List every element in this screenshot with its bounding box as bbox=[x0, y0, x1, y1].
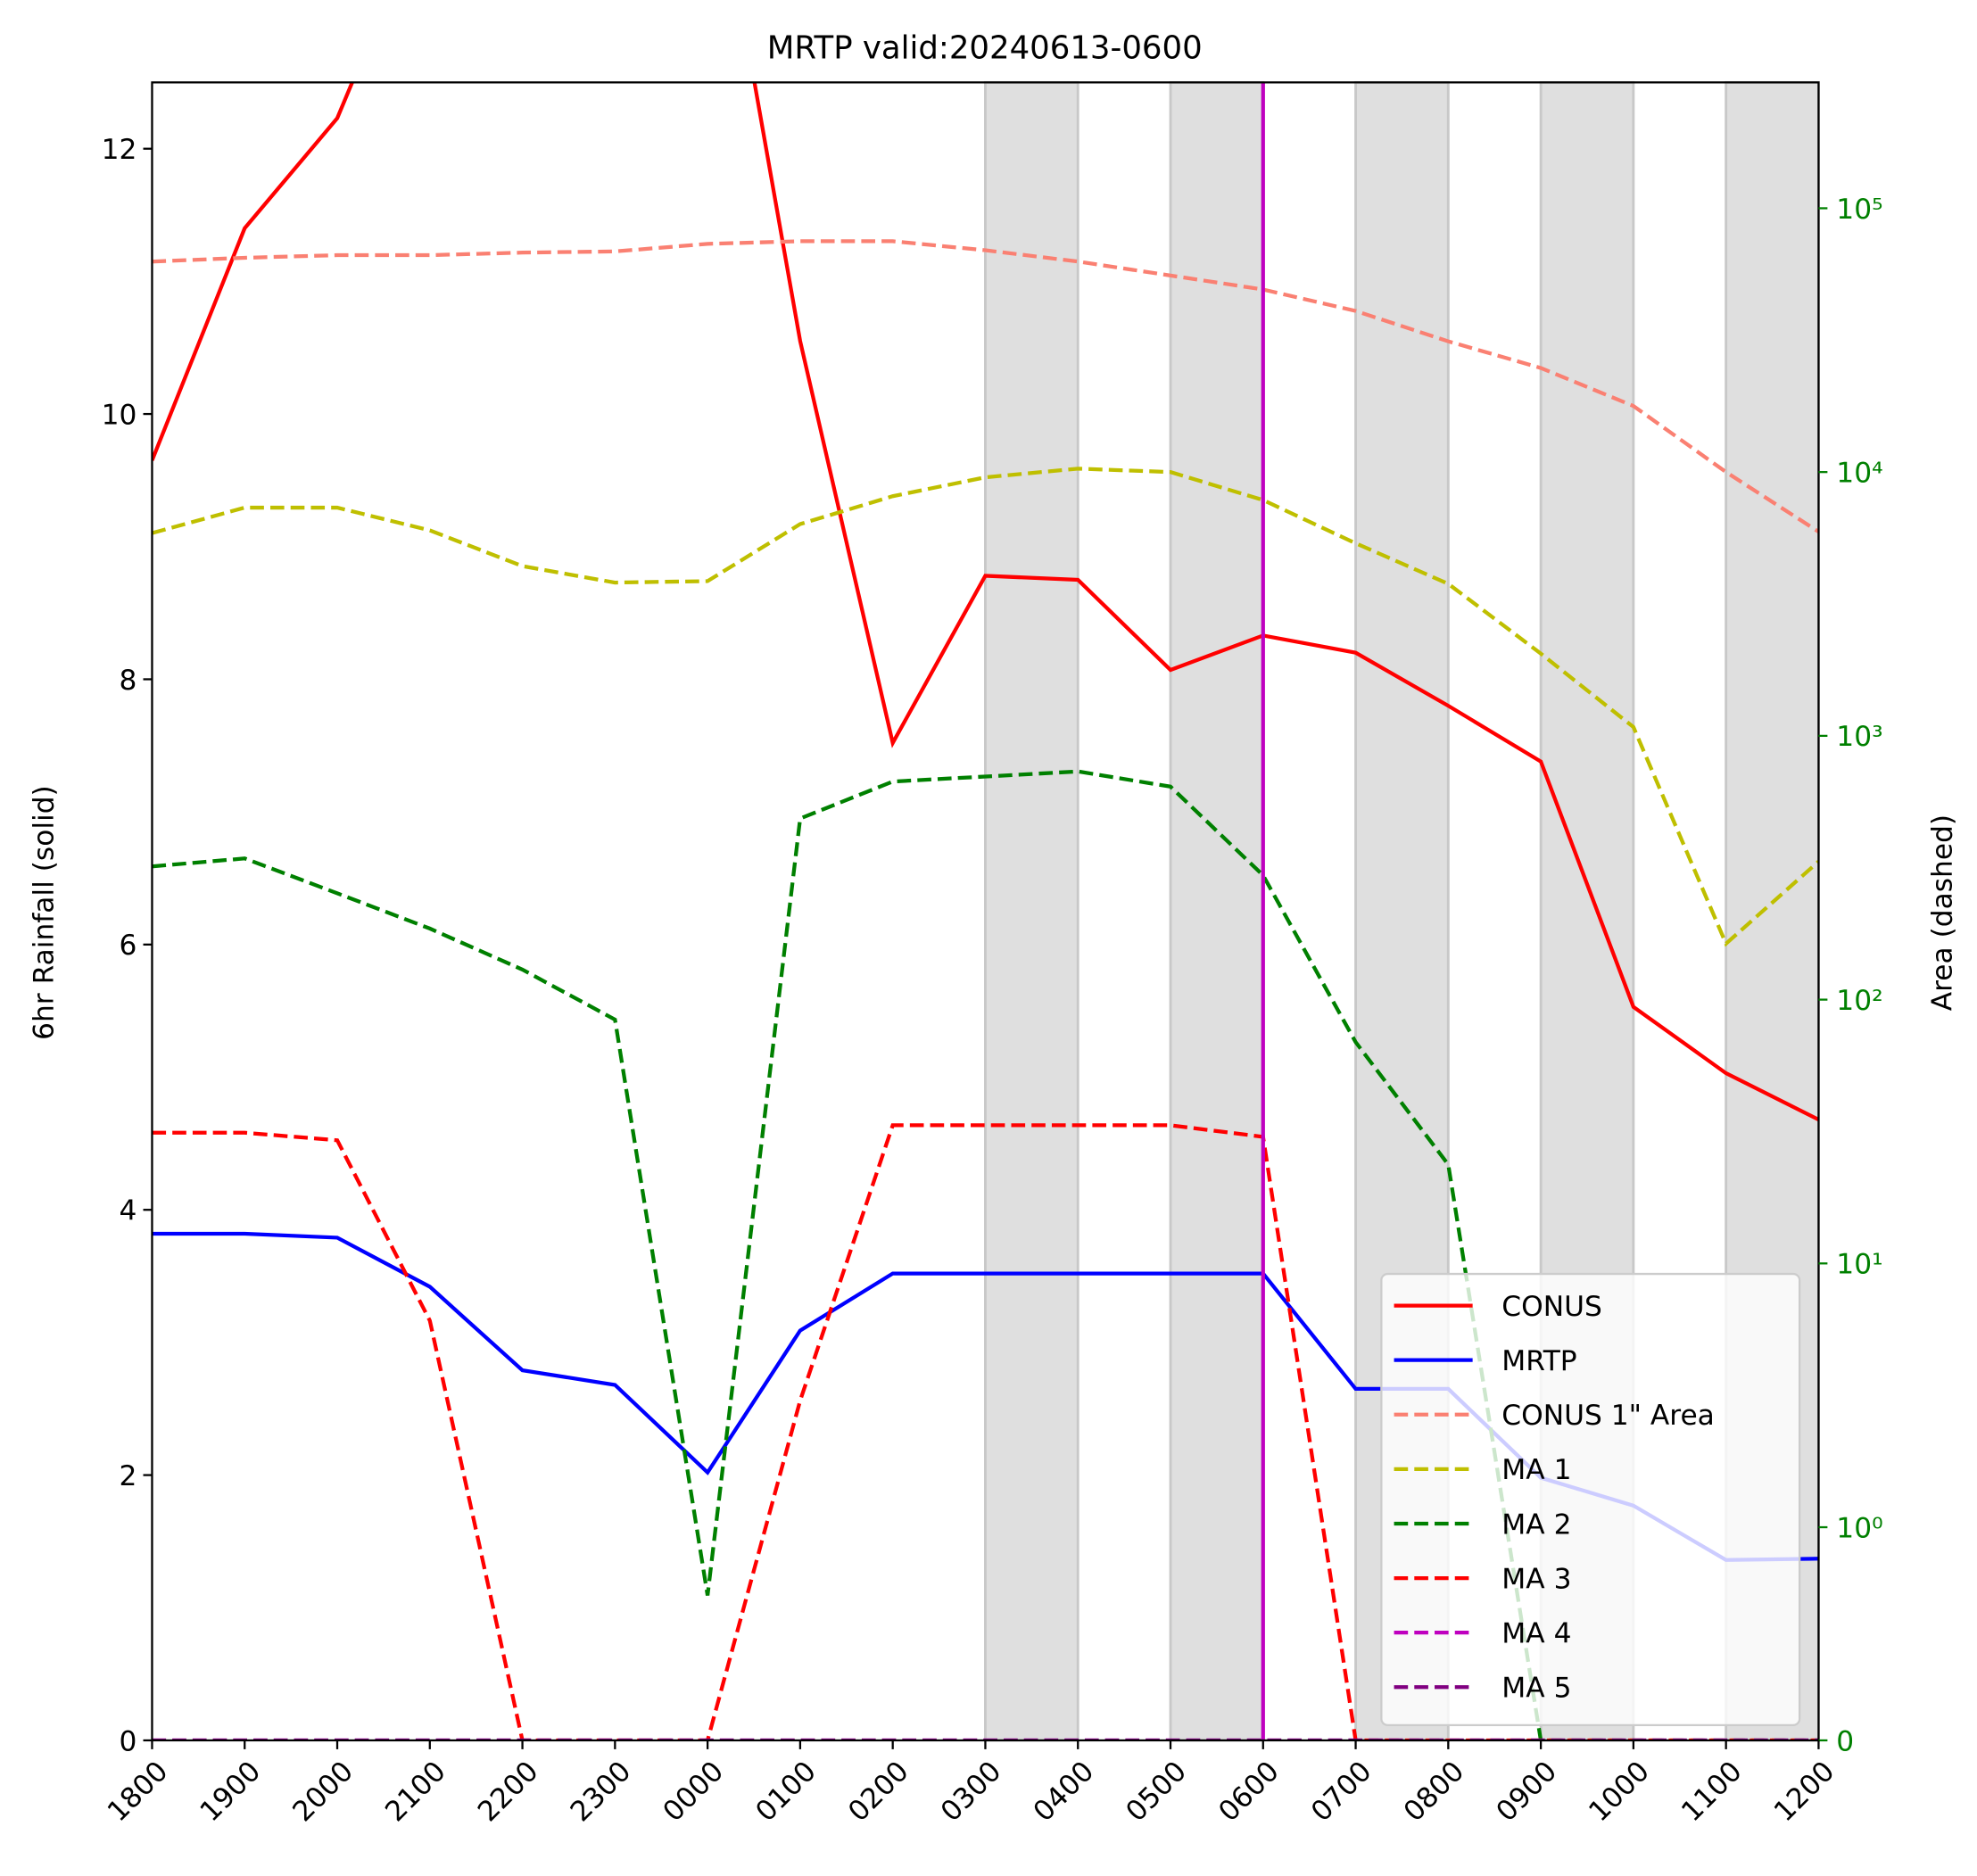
legend: CONUS MRTP CONUS 1" Area MA 1 MA 2 MA 3 MA 4 MA… bbox=[1380, 1272, 1801, 1727]
x-tick-label: 0500 bbox=[1120, 1756, 1193, 1829]
x-tick-label: 0900 bbox=[1490, 1756, 1563, 1829]
y2-tick-label: 10² bbox=[1836, 985, 1882, 1017]
x-tick-label: 0000 bbox=[657, 1756, 730, 1829]
legend-label: CONUS bbox=[1501, 1291, 1601, 1323]
x-tick-label: 1200 bbox=[1768, 1756, 1841, 1829]
y-tick-label: 6 bbox=[120, 930, 137, 962]
x-tick-label: 1800 bbox=[102, 1756, 175, 1829]
x-tick-label: 2300 bbox=[565, 1756, 638, 1829]
series-line bbox=[152, 769, 1819, 1740]
y-tick-label: 8 bbox=[120, 665, 137, 697]
legend-box bbox=[1380, 1272, 1801, 1727]
y2-tick-label: 10⁵ bbox=[1836, 194, 1882, 226]
x-tick-label: 0800 bbox=[1398, 1756, 1471, 1829]
x-tick-label: 0700 bbox=[1305, 1756, 1378, 1829]
legend-label: MA 4 bbox=[1501, 1618, 1571, 1650]
y-axis-label: 6hr Rainfall (solid) bbox=[29, 785, 61, 1040]
shaded-span bbox=[1169, 80, 1265, 1742]
shaded-span bbox=[984, 80, 1079, 1742]
series-line bbox=[152, 1123, 1819, 1740]
x-tick-label: 2100 bbox=[379, 1756, 452, 1829]
y-tick-label: 4 bbox=[120, 1195, 137, 1227]
legend-label: MA 5 bbox=[1501, 1673, 1571, 1705]
x-tick-label: 0400 bbox=[1028, 1756, 1101, 1829]
series-line bbox=[152, 82, 1819, 1121]
y2-axis-label: Area (dashed) bbox=[1927, 814, 1959, 1011]
x-tick-label: 1100 bbox=[1675, 1756, 1749, 1829]
chart-title: MRTP valid:20240613-0600 bbox=[767, 29, 1203, 66]
legend-label: MA 2 bbox=[1501, 1508, 1571, 1541]
x-tick-label: 1900 bbox=[194, 1756, 268, 1829]
y2-tick-label: 10⁰ bbox=[1836, 1512, 1882, 1544]
y2-tick-label: 10⁴ bbox=[1836, 458, 1882, 490]
legend-label: CONUS 1" Area bbox=[1501, 1400, 1715, 1432]
x-tick-label: 0200 bbox=[842, 1756, 915, 1829]
y-tick-label: 2 bbox=[120, 1460, 137, 1492]
legend-label: MA 3 bbox=[1501, 1563, 1571, 1595]
y-tick-label: 0 bbox=[120, 1725, 137, 1757]
legend-label: MRTP bbox=[1501, 1345, 1576, 1377]
x-tick-label: 2000 bbox=[286, 1756, 360, 1829]
x-tick-label: 2200 bbox=[472, 1756, 545, 1829]
series-line bbox=[152, 467, 1819, 947]
y-tick-label: 12 bbox=[102, 134, 137, 166]
y2-tick-label: 10³ bbox=[1836, 721, 1882, 753]
y2-tick-label: 0 bbox=[1836, 1725, 1854, 1757]
x-tick-label: 0100 bbox=[749, 1756, 823, 1829]
series-line bbox=[152, 239, 1819, 533]
y-tick-label: 10 bbox=[102, 399, 137, 431]
x-tick-label: 0300 bbox=[935, 1756, 1008, 1829]
x-tick-label: 0600 bbox=[1212, 1756, 1286, 1829]
y2-tick-label: 10¹ bbox=[1836, 1249, 1882, 1281]
legend-label: MA 1 bbox=[1501, 1454, 1571, 1486]
x-tick-label: 1000 bbox=[1583, 1756, 1656, 1829]
